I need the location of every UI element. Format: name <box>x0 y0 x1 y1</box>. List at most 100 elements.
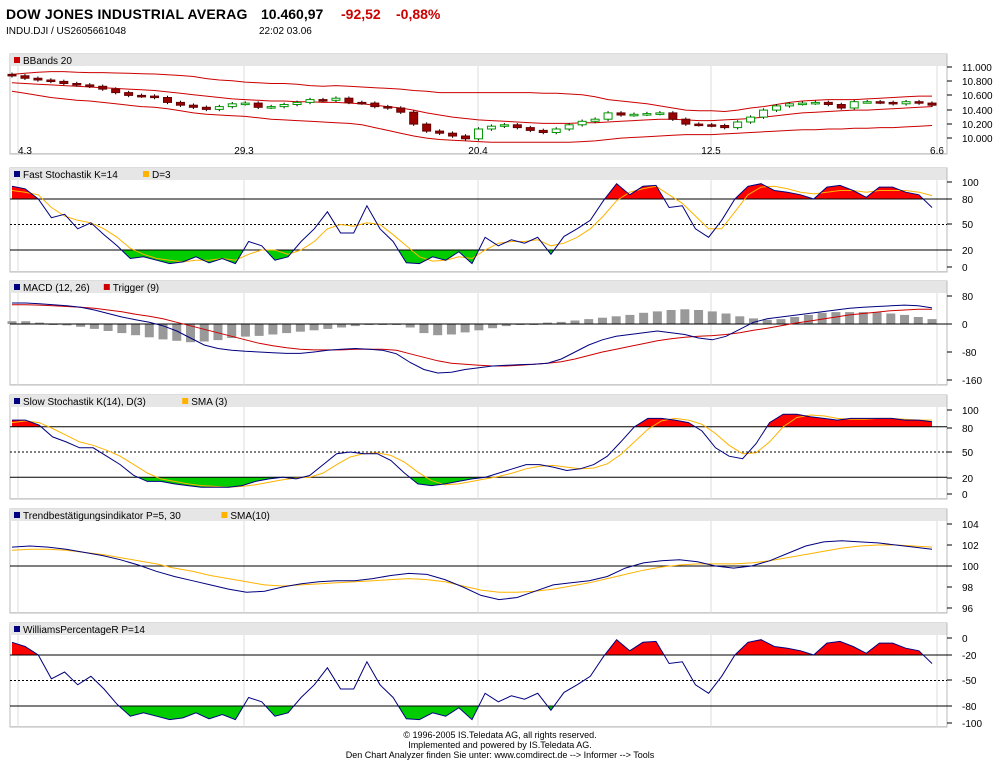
histogram-bar <box>652 311 662 324</box>
series-k-line <box>11 182 933 265</box>
panel-4-legend-bar <box>10 395 947 407</box>
y-tick-label: -50 <box>962 676 977 687</box>
legend-swatch <box>14 512 20 518</box>
histogram-bar <box>337 324 347 328</box>
histogram-bar <box>323 324 333 329</box>
legend-label: Fast Stochastik K=14 <box>23 170 118 181</box>
histogram-bar <box>762 319 772 324</box>
y-tick-label: -80 <box>962 348 977 359</box>
candle-body <box>305 99 315 103</box>
y-tick-label: -100 <box>962 719 982 730</box>
candle-body <box>603 112 613 120</box>
histogram-bar <box>295 324 305 332</box>
candle-body <box>720 125 730 129</box>
candle-body <box>383 106 393 109</box>
candle-body <box>759 109 769 118</box>
candle-body <box>7 73 17 77</box>
candle-body <box>111 88 121 94</box>
histogram-bar <box>474 324 484 331</box>
histogram-bar <box>611 316 621 324</box>
candle-body <box>214 106 224 110</box>
price-change: -92,52 <box>341 6 381 22</box>
legend-label: MACD (12, 26) <box>23 283 90 294</box>
candle-body <box>46 79 56 82</box>
candle-body <box>188 104 198 108</box>
candle-body <box>616 112 626 116</box>
legend-swatch <box>14 57 20 63</box>
histogram-bar <box>694 310 704 324</box>
y-tick-label: 80 <box>962 424 974 435</box>
macd-line <box>12 302 933 374</box>
oversold-fill <box>137 477 283 488</box>
candle-body <box>733 121 743 129</box>
williams-line <box>11 638 933 721</box>
histogram-bar <box>419 324 429 334</box>
candle-body <box>525 127 535 131</box>
y-tick-label: 96 <box>962 604 974 615</box>
legend-label: Trigger (9) <box>113 283 159 294</box>
candle-body <box>201 106 211 110</box>
histogram-bar <box>199 324 209 342</box>
y-tick-label: 0 <box>962 320 968 331</box>
histogram-bar <box>748 318 758 324</box>
footer: © 1996-2005 IS.Teledata AG, all rights r… <box>0 730 1000 760</box>
histogram-bar <box>103 324 113 331</box>
candle-body <box>875 101 885 104</box>
histogram-bar <box>433 324 443 336</box>
x-tick-label: 6.6 <box>930 146 944 157</box>
legend-label: SMA (3) <box>191 397 227 408</box>
legend-swatch <box>14 626 20 632</box>
candle-body <box>253 102 263 108</box>
histogram-bar <box>666 310 676 324</box>
candle-body <box>85 84 95 87</box>
y-tick-label: 100 <box>962 406 979 417</box>
trigger-line <box>12 304 932 367</box>
overbought-fill <box>12 642 39 655</box>
candle-body <box>655 112 665 115</box>
oversold-fill <box>119 706 244 720</box>
histogram-bar <box>735 316 745 324</box>
candle-body <box>175 101 185 106</box>
histogram-bar <box>556 321 566 324</box>
y-tick-label: 0 <box>962 634 968 645</box>
legend-swatch <box>14 398 20 404</box>
candle-body <box>888 101 898 105</box>
y-tick-label: 0 <box>962 263 968 274</box>
candle-body <box>292 101 302 106</box>
y-tick-label: 50 <box>962 448 974 459</box>
overbought-fill <box>604 639 665 655</box>
overbought-fill <box>766 414 932 427</box>
trend-line <box>11 540 933 601</box>
histogram-bar <box>172 324 182 341</box>
histogram-bar <box>900 314 910 324</box>
y-tick-label: 98 <box>962 583 974 594</box>
candle-body <box>668 112 678 120</box>
candle-body <box>162 97 172 103</box>
histogram-bar <box>790 317 800 324</box>
histogram-bar <box>21 321 31 324</box>
histogram-bar <box>227 324 237 338</box>
sma-line <box>11 544 933 593</box>
candle-body <box>629 113 639 117</box>
histogram-bar <box>186 324 196 343</box>
y-tick-label: 10.600 <box>962 91 993 102</box>
legend-label: BBands 20 <box>23 56 72 67</box>
histogram-bar <box>158 324 168 340</box>
histogram-bar <box>460 324 470 333</box>
histogram-bar <box>570 320 580 324</box>
y-tick-label: 10.400 <box>962 106 993 117</box>
bband-middle <box>11 82 933 124</box>
chart-panels: BBands 20 11.000 10.800 10.600 10.400 10.200 1… <box>7 53 993 730</box>
y-tick-label: -160 <box>962 376 982 387</box>
histogram-bar <box>858 312 868 324</box>
footer-copyright: © 1996-2005 IS.Teledata AG, all rights r… <box>403 730 597 740</box>
legend-label: SMA(10) <box>230 511 269 522</box>
panel-5-legend-bar <box>10 509 947 521</box>
candle-body <box>499 124 509 127</box>
histogram-bar <box>845 312 855 324</box>
histogram-bar <box>254 324 264 336</box>
candle-body <box>396 107 406 113</box>
candle-body <box>59 80 69 85</box>
histogram-bar <box>268 324 278 335</box>
bband-upper <box>11 71 932 113</box>
